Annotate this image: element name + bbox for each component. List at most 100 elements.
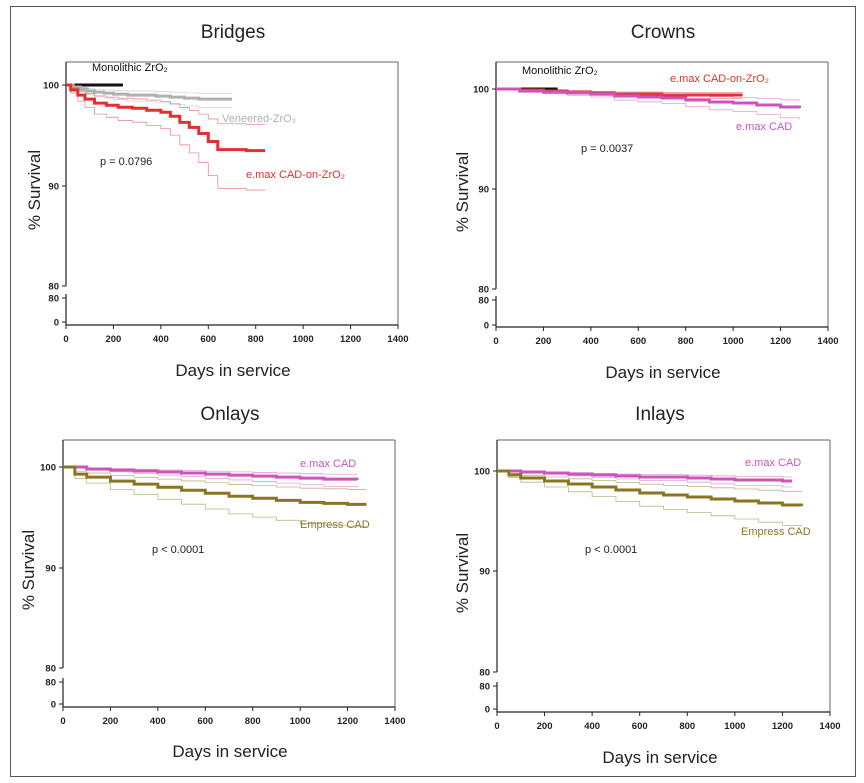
series-label: Empress CAD [300,519,370,531]
panel-title: Onlays [200,404,259,425]
series-ci-upper [497,470,802,492]
series-ci-lower [66,84,266,191]
x-tick-label: 200 [105,334,121,345]
series-ci-upper [63,466,367,490]
y-axis-label: % Survival [453,533,472,613]
y-tick-label: 90 [479,567,490,578]
y-tick-label: 90 [45,564,56,575]
series-line [63,465,359,481]
series-line [496,87,802,109]
series-ci-lower [497,470,802,527]
p-value: p < 0.0001 [152,544,204,556]
y-tick-label: 80 [479,668,490,679]
y-tick-label: 100 [474,467,490,478]
x-tick-label: 1200 [770,336,791,347]
x-tick-label: 0 [493,336,498,347]
x-tick-label: 1000 [290,716,311,727]
x-tick-label: 1200 [337,716,358,727]
x-tick-label: 600 [632,721,648,732]
series-line [66,83,266,153]
x-tick-label: 0 [494,721,499,732]
x-tick-label: 1200 [340,334,361,345]
x-tick-label: 1000 [293,334,314,345]
x-tick-label: 200 [535,336,551,347]
y-break-tick-label: 0 [485,705,490,716]
p-value: p = 0.0796 [100,156,152,168]
y-break-tick-label: 80 [479,682,490,693]
y-tick-label: 100 [40,463,56,474]
x-tick-label: 400 [150,716,166,727]
series-line [497,469,792,483]
series-label: Veneered-ZrO₂ [222,113,296,125]
series-ci-lower [66,84,232,109]
series-label: e.max CAD-on-ZrO₂ [670,73,769,85]
x-tick-label: 200 [102,716,118,727]
x-tick-label: 1400 [817,336,838,347]
p-value: p = 0.0037 [581,143,633,155]
p-value: p < 0.0001 [585,544,637,556]
y-tick-label: 80 [45,664,56,675]
series-label: e.max CAD [736,121,792,133]
y-tick-label: 100 [473,85,489,96]
y-tick-label: 80 [48,282,59,293]
x-tick-label: 1400 [819,721,840,732]
series-label: e.max CAD-on-ZrO₂ [246,169,345,181]
y-break-tick-label: 0 [51,700,56,711]
x-tick-label: 0 [63,334,68,345]
panel-title: Bridges [201,22,265,43]
x-tick-label: 400 [584,721,600,732]
series-line [66,83,232,101]
y-tick-label: 90 [48,182,59,193]
y-break-tick-label: 0 [54,318,59,329]
x-tick-label: 800 [679,721,695,732]
y-break-tick-label: 80 [48,294,59,305]
x-axis-label: Days in service [605,363,720,382]
x-tick-label: 600 [200,334,216,345]
x-axis-label: Days in service [172,742,287,761]
series-line [63,465,367,506]
x-tick-label: 400 [153,334,169,345]
y-break-tick-label: 80 [478,296,489,307]
x-tick-label: 600 [630,336,646,347]
x-tick-label: 800 [248,334,264,345]
figure-frame [10,6,856,777]
y-axis-label: % Survival [453,152,472,232]
y-tick-label: 80 [478,285,489,296]
series-label: e.max CAD [745,457,801,469]
x-tick-label: 400 [583,336,599,347]
x-tick-label: 800 [245,716,261,727]
x-tick-label: 1400 [384,716,405,727]
x-tick-label: 600 [197,716,213,727]
series-label: e.max CAD [300,458,356,470]
series-label: Monolithic ZrO₂ [92,62,168,74]
x-tick-label: 800 [678,336,694,347]
x-tick-label: 1000 [724,721,745,732]
series-ci-upper [66,84,266,125]
y-break-tick-label: 0 [484,321,489,332]
y-break-tick-label: 80 [45,678,56,689]
y-tick-label: 100 [43,81,59,92]
series-ci-lower [63,466,358,489]
x-tick-label: 1000 [723,336,744,347]
series-ci-lower [496,88,800,120]
x-axis-label: Days in service [175,361,290,380]
y-tick-label: 90 [478,185,489,196]
series-label: Empress CAD [741,526,811,538]
x-tick-label: 1200 [772,721,793,732]
y-axis-label: % Survival [19,530,38,610]
x-tick-label: 0 [60,716,65,727]
x-tick-label: 1400 [387,334,408,345]
series-ci-lower [63,466,367,528]
panel-title: Inlays [635,404,685,425]
series-label: Monolithic ZrO₂ [522,65,598,77]
x-axis-label: Days in service [602,748,717,767]
y-axis-label: % Survival [25,150,44,230]
panel-title: Crowns [631,22,695,43]
x-tick-label: 200 [537,721,553,732]
series-line [497,469,803,507]
